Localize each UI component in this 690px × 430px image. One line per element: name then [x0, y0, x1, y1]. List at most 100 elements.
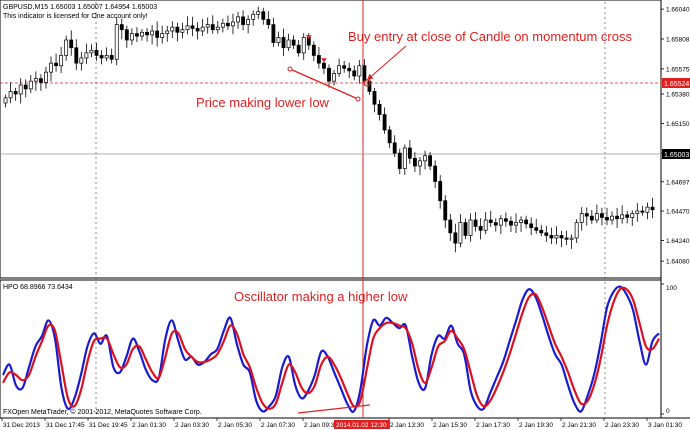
candle	[630, 210, 635, 226]
candle	[524, 215, 529, 229]
candle	[382, 107, 387, 134]
time-tick-label: 2 Jan 05:30	[218, 422, 252, 429]
candle	[150, 25, 155, 45]
candle	[640, 205, 645, 216]
candle	[84, 43, 89, 64]
candle	[109, 48, 114, 64]
candle	[519, 216, 523, 232]
time-tick-label: 31 Dec 17:45	[46, 422, 85, 429]
candle	[352, 65, 357, 81]
candle	[579, 207, 584, 231]
candle	[594, 204, 599, 224]
candle	[129, 28, 134, 46]
candle	[281, 28, 286, 57]
candle	[291, 35, 296, 49]
candle	[231, 13, 235, 35]
candle	[220, 18, 225, 33]
time-tick-label: 2 Jan 23:30	[605, 422, 639, 429]
candle	[215, 21, 220, 34]
time-tick-label: 2 Jan 13:30	[390, 422, 424, 429]
candle	[3, 94, 8, 108]
candle	[261, 7, 266, 25]
time-tick-label: 2 Jan 03:30	[175, 422, 209, 429]
price-tag-current: 1.65003	[662, 149, 690, 159]
candle	[372, 88, 377, 113]
candle	[332, 69, 336, 86]
candle	[145, 28, 149, 42]
price-axis: 1.660401.658081.655751.653801.651501.649…	[661, 7, 690, 266]
candle	[559, 230, 564, 248]
price-tick-label: 1.64697	[666, 179, 690, 186]
candle	[165, 25, 170, 42]
candle	[397, 148, 402, 175]
candle	[554, 226, 559, 245]
candle	[610, 211, 614, 225]
candle	[615, 208, 620, 228]
candle	[377, 99, 382, 121]
candle	[418, 157, 422, 176]
price-tick-label: 1.64470	[666, 209, 690, 216]
price-trend-handle[interactable]	[355, 96, 361, 102]
candle	[605, 207, 609, 226]
candle	[114, 17, 119, 66]
time-tick-label: 3 Jan 01:30	[648, 422, 682, 429]
candle	[534, 218, 539, 234]
candle	[74, 39, 79, 70]
price-trend-handle[interactable]	[287, 66, 293, 72]
price-tag-entry-label: 1.65524	[664, 81, 689, 88]
candle	[33, 71, 38, 91]
candle	[473, 212, 478, 232]
time-tick-label: 2 Jan 01:30	[132, 422, 166, 429]
candle	[135, 27, 139, 43]
candle	[241, 10, 245, 31]
candle	[488, 210, 493, 227]
candle	[433, 160, 438, 189]
candle	[438, 175, 443, 209]
candle	[387, 125, 392, 148]
candle	[104, 47, 109, 62]
time-tick-label: 2 Jan 15:30	[433, 422, 467, 429]
candle	[423, 150, 427, 170]
price-tag-current-label: 1.65003	[664, 152, 689, 159]
candle	[301, 33, 306, 60]
candle	[286, 33, 291, 52]
candle	[8, 82, 13, 104]
candle	[337, 58, 342, 77]
price-lower-low-line	[289, 68, 359, 100]
candle	[589, 209, 594, 224]
candle	[584, 207, 589, 226]
candle	[539, 224, 544, 237]
candle	[650, 197, 655, 219]
indicator-title: HPO 68.8966 73.6434	[3, 284, 73, 291]
candle	[13, 87, 18, 101]
price-tick-label: 1.65575	[666, 66, 690, 73]
candle	[59, 46, 64, 74]
candle	[124, 25, 129, 48]
price-tick-label: 1.65808	[666, 36, 690, 43]
candle	[180, 22, 185, 39]
annotation-entry: Buy entry at close of Candle on momentum…	[348, 29, 632, 44]
time-tick-label: 31 Dec 19:45	[89, 422, 128, 429]
candle	[458, 214, 463, 248]
candles-group	[3, 6, 655, 253]
candle	[18, 78, 23, 104]
candle	[210, 15, 215, 34]
sell-markers	[305, 35, 327, 63]
candle	[453, 223, 458, 253]
candle	[625, 210, 630, 224]
candle	[54, 53, 58, 72]
annotation-entry-arrow	[366, 45, 407, 81]
candle	[327, 64, 331, 88]
candle	[119, 18, 124, 40]
candle	[514, 213, 518, 233]
time-tick-label: 2 Jan 19:30	[519, 422, 553, 429]
candle	[175, 22, 180, 42]
time-tick-label: 2 Jan 07:30	[261, 422, 295, 429]
candle	[529, 217, 534, 236]
candle	[468, 213, 473, 242]
candle	[463, 218, 468, 240]
copyright-text: FXOpen MetaTrader, © 2001-2012, MetaQuot…	[3, 408, 202, 416]
time-tick-label: 2 Jan 21:30	[562, 422, 596, 429]
